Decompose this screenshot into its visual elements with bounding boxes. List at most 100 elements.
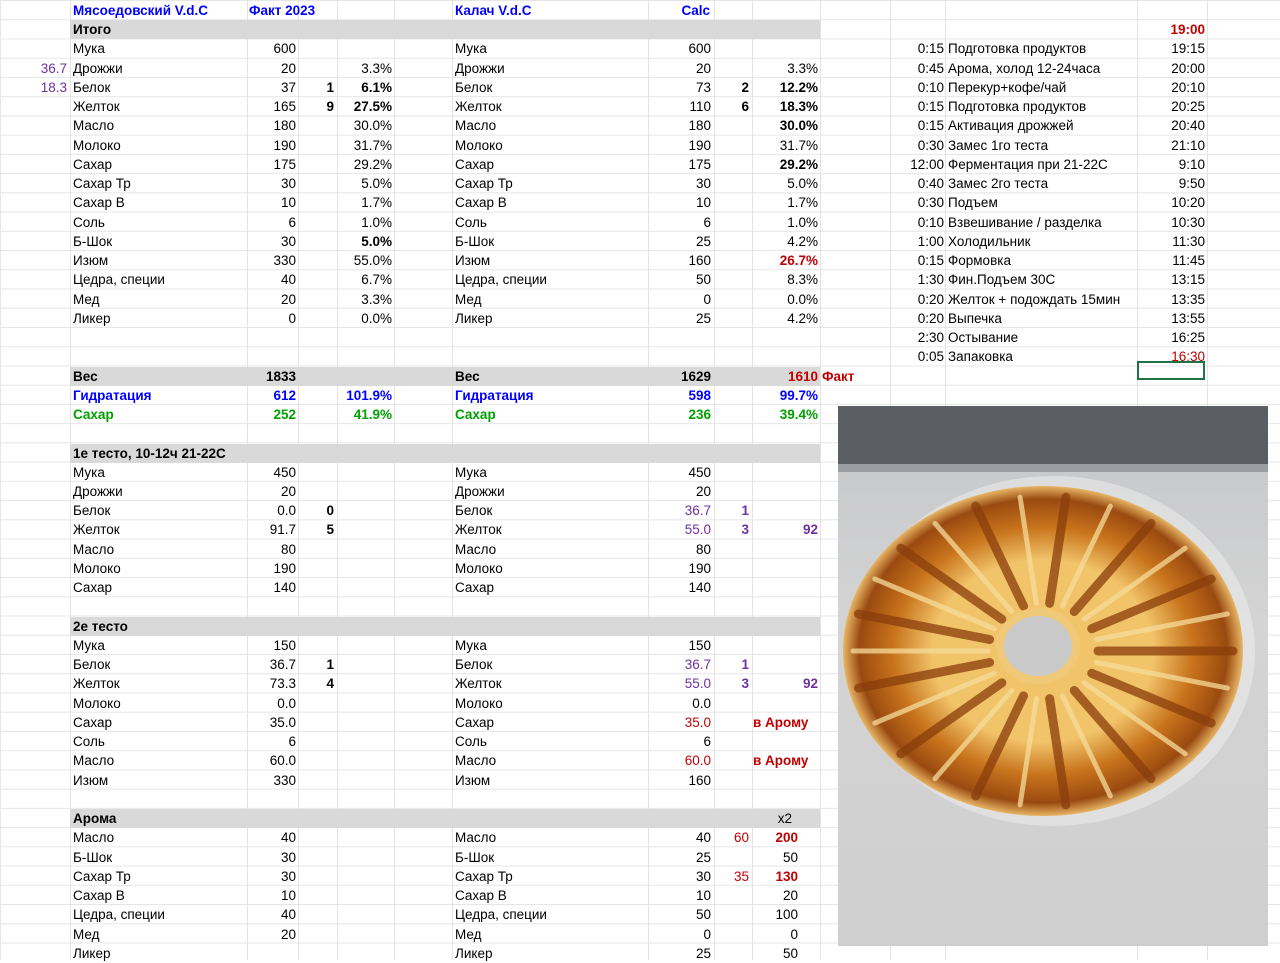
schedule-time[interactable]: 20:10 — [1171, 80, 1205, 95]
ingredient-label[interactable]: Белок — [455, 657, 493, 672]
ingredient-note[interactable] — [752, 578, 818, 597]
ingredient-percent[interactable]: 18.3% — [779, 99, 818, 114]
ingredient-amount[interactable]: 0 — [288, 311, 296, 326]
section-title-dough2[interactable]: 2е тесто — [73, 619, 128, 634]
ingredient-count[interactable] — [714, 290, 749, 309]
ingredient-label[interactable]: Мука — [455, 41, 487, 56]
ingredient-amount[interactable]: 35.0 — [269, 715, 296, 730]
ingredient-count[interactable] — [298, 155, 334, 174]
ingredient-amount[interactable]: 190 — [273, 138, 296, 153]
ingredient-label[interactable]: Молоко — [73, 138, 121, 153]
ingredient-label[interactable]: Сахар — [73, 157, 113, 172]
ingredient-count[interactable] — [298, 213, 334, 232]
ingredient-count[interactable] — [714, 193, 749, 212]
ingredient-amount[interactable]: 6 — [288, 215, 296, 230]
ingredient-note[interactable] — [752, 482, 818, 501]
ingredient-amount[interactable]: 330 — [273, 253, 296, 268]
ingredient-label[interactable]: Молоко — [455, 138, 503, 153]
ingredient-amount[interactable]: 37 — [280, 80, 296, 95]
ingredient-label[interactable]: Желток — [73, 522, 120, 537]
sugar-value[interactable]: 252 — [273, 407, 296, 422]
ingredient-label[interactable]: Молоко — [455, 561, 503, 576]
ingredient-amount[interactable]: 60.0 — [269, 753, 296, 768]
ingredient-percent[interactable]: 3.3% — [361, 292, 392, 307]
ingredient-count[interactable] — [298, 732, 334, 751]
ingredient-label[interactable]: Ликер — [73, 946, 111, 961]
ingredient-label[interactable]: Ликер — [455, 311, 493, 326]
ingredient-percent[interactable]: 6.1% — [361, 80, 392, 95]
ingredient-note[interactable] — [752, 540, 818, 559]
schedule-time[interactable]: 9:50 — [1178, 176, 1205, 191]
schedule-duration[interactable]: 0:05 — [917, 349, 944, 364]
ingredient-percent[interactable]: 4.2% — [787, 234, 818, 249]
right-column-header[interactable]: Calc — [681, 3, 710, 18]
schedule-duration[interactable]: 0:20 — [917, 311, 944, 326]
ingredient-percent[interactable]: 29.2% — [779, 157, 818, 172]
schedule-duration[interactable]: 1:00 — [917, 234, 944, 249]
ingredient-amount[interactable]: 160 — [688, 773, 711, 788]
sugar-percent[interactable]: 41.9% — [353, 407, 392, 422]
ingredient-percent[interactable]: 3.3% — [361, 61, 392, 76]
ingredient-percent[interactable]: 4.2% — [787, 311, 818, 326]
ingredient-count[interactable] — [714, 771, 749, 790]
ingredient-amount[interactable]: 160 — [688, 253, 711, 268]
ingredient-amount[interactable]: 55.0 — [684, 522, 711, 537]
ingredient-label[interactable]: Дрожжи — [73, 61, 123, 76]
ingredient-amount[interactable]: 80 — [280, 542, 296, 557]
ingredient-count[interactable] — [714, 540, 749, 559]
ingredient-percent[interactable]: 30.0% — [779, 118, 818, 133]
ingredient-amount[interactable]: 20 — [280, 927, 296, 942]
ingredient-amount[interactable]: 6 — [703, 215, 711, 230]
ingredient-label[interactable]: Изюм — [73, 773, 109, 788]
ingredient-adjusted[interactable] — [714, 848, 749, 867]
ingredient-label[interactable]: Сахар В — [73, 195, 125, 210]
right-title[interactable]: Калач V.d.C — [455, 3, 532, 18]
ingredient-label[interactable]: Б-Шок — [455, 850, 495, 865]
ingredient-count[interactable]: 9 — [326, 99, 334, 114]
ingredient-amount[interactable]: 0.0 — [692, 696, 711, 711]
ingredient-count[interactable]: 1 — [326, 657, 334, 672]
ingredient-label[interactable]: Желток — [455, 99, 502, 114]
ingredient-count[interactable] — [714, 713, 749, 732]
ingredient-count[interactable] — [298, 463, 334, 482]
ingredient-percent[interactable]: 31.7% — [353, 138, 392, 153]
ingredient-amount[interactable]: 600 — [688, 41, 711, 56]
ingredient-amount[interactable]: 30 — [280, 176, 296, 191]
ingredient-label[interactable]: Соль — [455, 734, 487, 749]
ingredient-amount[interactable]: 40 — [280, 830, 296, 845]
ingredient-amount[interactable]: 25 — [695, 850, 711, 865]
ingredient-count[interactable] — [298, 39, 334, 58]
ingredient-doubled[interactable]: 20 — [782, 888, 798, 903]
ingredient-percent[interactable]: 1.0% — [361, 215, 392, 230]
ingredient-count[interactable] — [714, 116, 749, 135]
ingredient-amount[interactable]: 25 — [695, 946, 711, 961]
ingredient-label[interactable]: Б-Шок — [73, 850, 113, 865]
ingredient-percent[interactable]: 31.7% — [779, 138, 818, 153]
ingredient-amount[interactable]: 140 — [688, 580, 711, 595]
ingredient-percent[interactable]: 5.0% — [361, 234, 392, 249]
ingredient-amount[interactable]: 50 — [695, 907, 711, 922]
section-title-itogo[interactable]: Итого — [73, 22, 112, 37]
ingredient-label[interactable]: Дрожжи — [73, 484, 123, 499]
ingredient-amount[interactable]: 330 — [273, 773, 296, 788]
ingredient-label[interactable]: Цедра, специи — [455, 272, 547, 287]
ingredient-count[interactable] — [714, 174, 749, 193]
ingredient-label[interactable]: Желток — [73, 676, 120, 691]
schedule-step[interactable]: Замес 2го теста — [948, 176, 1049, 191]
schedule-step[interactable]: Формовка — [948, 253, 1011, 268]
ingredient-label[interactable]: Желток — [455, 676, 502, 691]
ingredient-amount[interactable] — [247, 944, 296, 963]
ingredient-label[interactable]: Изюм — [73, 253, 109, 268]
schedule-step[interactable]: Активация дрожжей — [948, 118, 1074, 133]
ingredient-amount[interactable]: 40 — [280, 907, 296, 922]
schedule-step[interactable]: Арома, холод 12-24часа — [948, 61, 1101, 76]
ingredient-count[interactable]: 2 — [741, 80, 749, 95]
schedule-step[interactable]: Замес 1го теста — [948, 138, 1049, 153]
ingredient-label[interactable]: Молоко — [455, 696, 503, 711]
ingredient-label[interactable]: Масло — [73, 830, 115, 845]
schedule-duration[interactable]: 0:10 — [917, 80, 944, 95]
schedule-time[interactable]: 21:10 — [1171, 138, 1205, 153]
ingredient-label[interactable]: Ликер — [73, 311, 111, 326]
ingredient-amount[interactable]: 30 — [695, 176, 711, 191]
ingredient-amount[interactable]: 10 — [280, 195, 296, 210]
